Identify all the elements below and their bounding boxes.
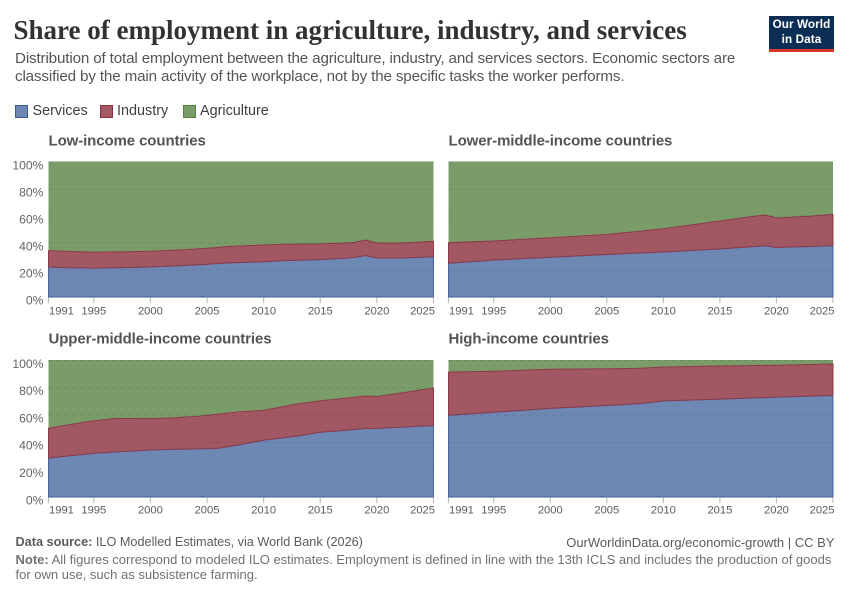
svg-text:2015: 2015 — [707, 306, 732, 318]
svg-text:0%: 0% — [26, 493, 44, 507]
svg-text:1991: 1991 — [49, 505, 74, 517]
svg-text:40%: 40% — [19, 439, 44, 453]
svg-text:1995: 1995 — [81, 505, 106, 517]
svg-text:1995: 1995 — [481, 505, 506, 517]
svg-text:2015: 2015 — [308, 505, 333, 517]
svg-text:2010: 2010 — [251, 505, 276, 517]
svg-text:2025: 2025 — [410, 306, 435, 318]
svg-text:2025: 2025 — [410, 505, 435, 517]
svg-text:Upper-middle-income countries: Upper-middle-income countries — [49, 331, 272, 348]
svg-text:1991: 1991 — [49, 306, 74, 318]
svg-text:2010: 2010 — [251, 306, 276, 318]
svg-text:2020: 2020 — [764, 505, 789, 517]
svg-text:2005: 2005 — [195, 505, 220, 517]
svg-text:2015: 2015 — [308, 306, 333, 318]
svg-text:2020: 2020 — [764, 306, 789, 318]
svg-text:1991: 1991 — [449, 306, 474, 318]
svg-text:20%: 20% — [19, 466, 44, 480]
svg-text:100%: 100% — [12, 357, 43, 371]
svg-text:2000: 2000 — [138, 306, 163, 318]
svg-text:2010: 2010 — [651, 306, 676, 318]
svg-text:2010: 2010 — [651, 505, 676, 517]
svg-text:1995: 1995 — [481, 306, 506, 318]
svg-text:Lower-middle-income countries: Lower-middle-income countries — [449, 133, 673, 150]
svg-text:80%: 80% — [19, 384, 44, 398]
svg-text:2005: 2005 — [594, 306, 619, 318]
svg-text:2005: 2005 — [195, 306, 220, 318]
svg-text:1995: 1995 — [81, 306, 106, 318]
svg-text:80%: 80% — [19, 185, 44, 199]
svg-text:Low-income countries: Low-income countries — [49, 133, 206, 150]
svg-text:2015: 2015 — [707, 505, 732, 517]
svg-text:1991: 1991 — [449, 505, 474, 517]
svg-text:100%: 100% — [12, 158, 43, 172]
svg-text:2020: 2020 — [364, 306, 389, 318]
svg-text:2000: 2000 — [538, 505, 563, 517]
svg-text:High-income countries: High-income countries — [449, 331, 609, 348]
svg-text:2000: 2000 — [138, 505, 163, 517]
svg-text:2000: 2000 — [538, 306, 563, 318]
svg-text:0%: 0% — [26, 293, 44, 307]
svg-text:2020: 2020 — [364, 505, 389, 517]
svg-text:60%: 60% — [19, 411, 44, 425]
svg-text:2025: 2025 — [810, 505, 835, 517]
svg-text:60%: 60% — [19, 212, 44, 226]
svg-text:20%: 20% — [19, 266, 44, 280]
svg-text:2025: 2025 — [810, 306, 835, 318]
svg-text:40%: 40% — [19, 239, 44, 253]
svg-text:2005: 2005 — [594, 505, 619, 517]
